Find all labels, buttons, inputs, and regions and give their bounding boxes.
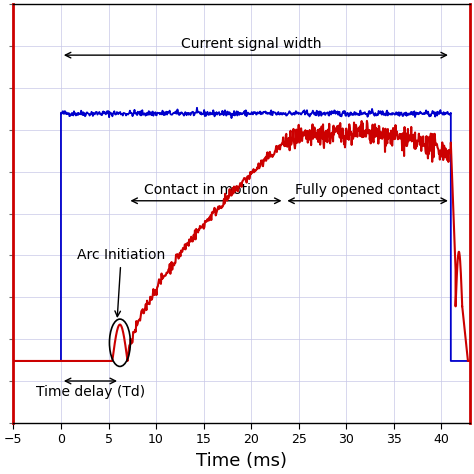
Text: Current signal width: Current signal width	[181, 37, 321, 52]
X-axis label: Time (ms): Time (ms)	[196, 452, 287, 470]
Text: Contact in motion: Contact in motion	[144, 183, 268, 197]
Text: Time delay (Td): Time delay (Td)	[36, 384, 145, 399]
Text: Arc Initiation: Arc Initiation	[77, 248, 165, 317]
Text: Fully opened contact: Fully opened contact	[295, 183, 440, 197]
